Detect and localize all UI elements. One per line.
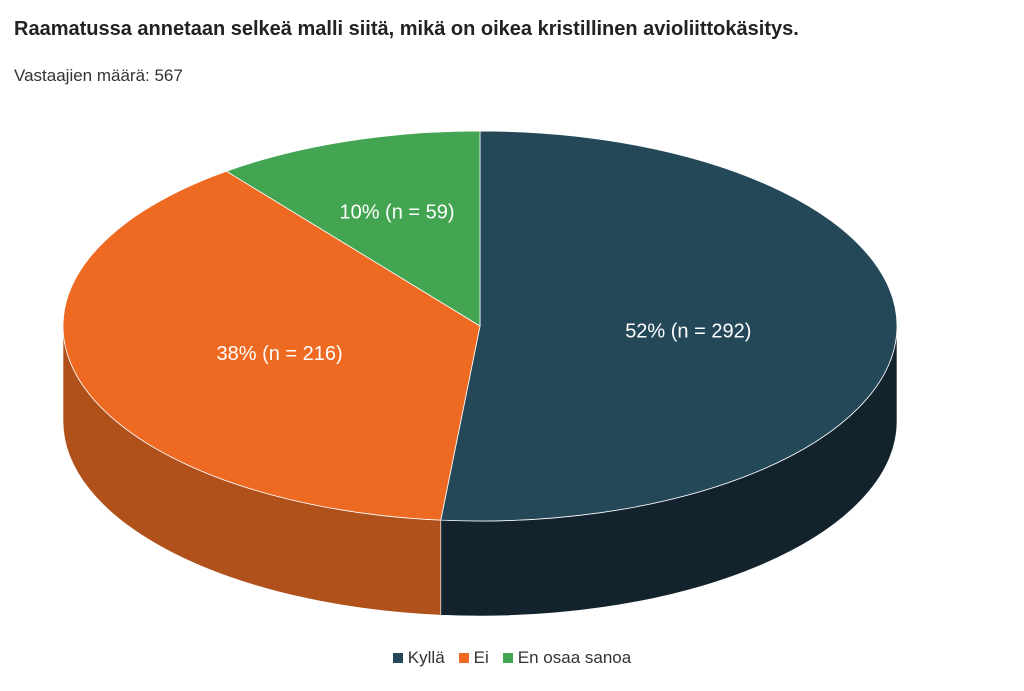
legend-label-ei: Ei (473, 648, 489, 667)
legend-item-ei[interactable]: Ei (458, 648, 489, 668)
legend-label-en-osaa-sanoa: En osaa sanoa (517, 648, 632, 667)
data-label-kylla: 52% (n = 292) (625, 321, 751, 343)
pie-slice-kylla[interactable] (440, 130, 898, 522)
data-label-ei: 38% (n = 216) (216, 343, 342, 365)
chart-title: Raamatussa annetaan selkeä malli siitä, … (14, 18, 799, 40)
pie-slice-ei[interactable] (62, 170, 481, 521)
pie-slice-en-osaa-sanoa[interactable] (225, 130, 481, 327)
legend-item-en-osaa-sanoa[interactable]: En osaa sanoa (502, 648, 632, 668)
pie-labels: 52% (n = 292) 38% (n = 216) 10% (n = 59) (216, 202, 751, 365)
chart-subtitle: Vastaajien määrä: 567 (14, 66, 183, 85)
legend-swatch-en-osaa-sanoa (502, 653, 513, 663)
legend-label-kylla: Kyllä (407, 648, 445, 667)
legend: Kyllä Ei En osaa sanoa (0, 648, 1024, 668)
legend-item-kylla[interactable]: Kyllä (392, 648, 445, 668)
legend-swatch-kylla (392, 653, 403, 663)
pie-tops (62, 130, 898, 522)
data-label-en-osaa-sanoa: 10% (n = 59) (339, 202, 454, 224)
legend-swatch-ei (458, 653, 469, 663)
